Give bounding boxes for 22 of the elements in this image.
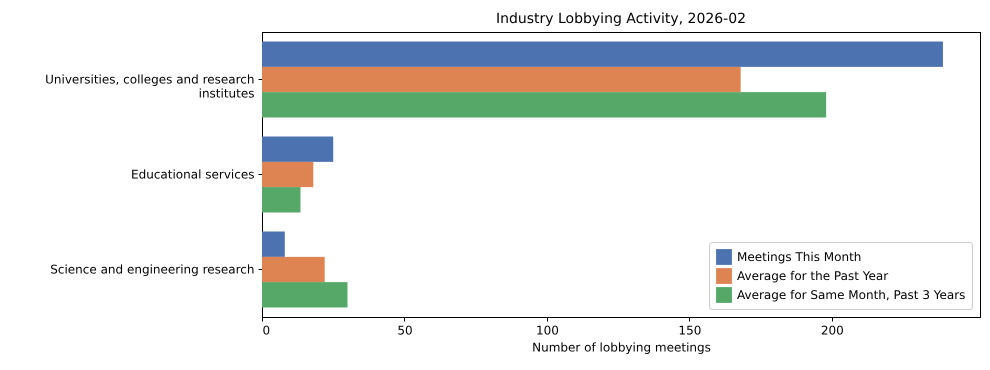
x-tick-label: 100	[536, 324, 559, 338]
legend-label: Average for the Past Year	[737, 269, 888, 283]
x-tick-label: 150	[678, 324, 702, 338]
x-tick-label: 0	[262, 324, 270, 338]
y-tick-label: Educational services	[131, 168, 254, 182]
bar	[262, 66, 741, 92]
chart-title: Industry Lobbying Activity, 2026-02	[496, 11, 746, 27]
legend-label: Average for Same Month, Past 3 Years	[737, 288, 966, 302]
x-axis-title: Number of lobbying meetings	[532, 340, 711, 354]
y-tick-label: Science and engineering research	[50, 262, 254, 276]
x-tick-label: 200	[820, 324, 844, 338]
bar	[262, 92, 826, 118]
legend-label: Meetings This Month	[737, 250, 862, 264]
bar	[262, 42, 943, 67]
bar	[262, 282, 348, 308]
bar	[262, 232, 285, 257]
y-tick-label: Universities, colleges and research institutes	[45, 72, 254, 100]
bar	[262, 136, 334, 162]
bar	[262, 256, 325, 282]
bar	[262, 162, 314, 188]
bar	[262, 187, 300, 212]
x-tick-label: 50	[397, 324, 413, 338]
